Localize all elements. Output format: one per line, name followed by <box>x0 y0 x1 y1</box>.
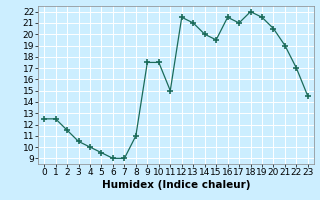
X-axis label: Humidex (Indice chaleur): Humidex (Indice chaleur) <box>102 180 250 190</box>
